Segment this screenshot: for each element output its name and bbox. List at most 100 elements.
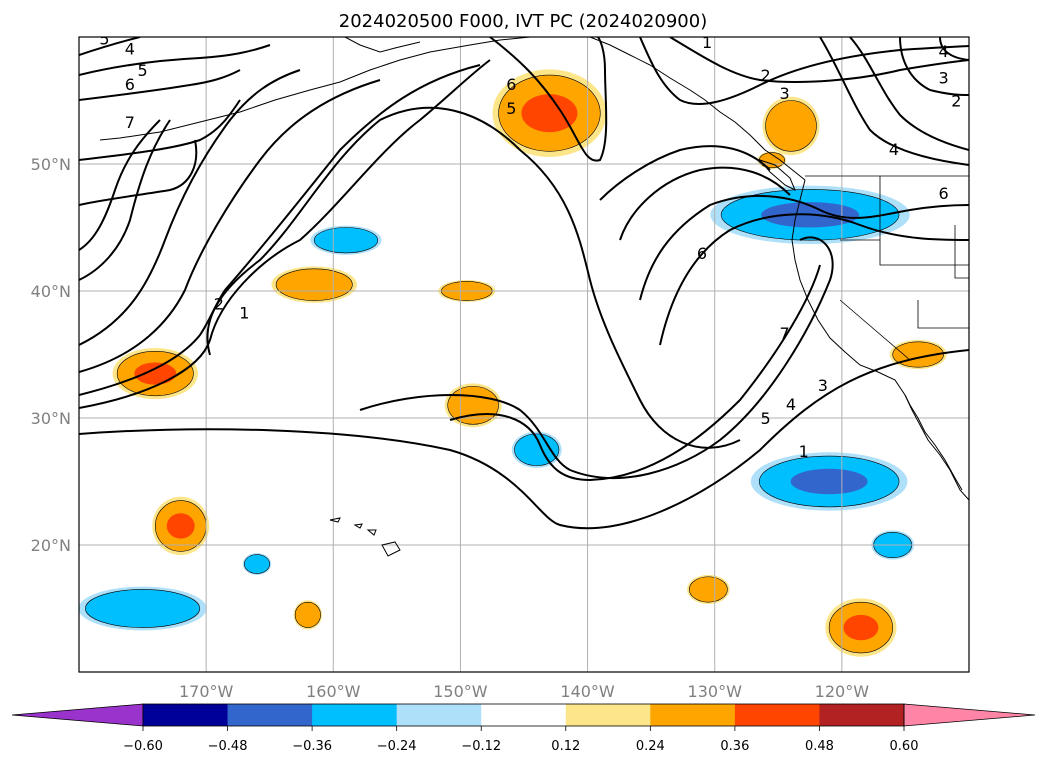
contour-coast-4 <box>659 213 969 346</box>
contour-loop-west <box>206 106 741 449</box>
orange-blob-gulf-of-alaska <box>492 69 607 158</box>
colorbar-extend-low <box>11 703 144 727</box>
contour-coast-3 <box>639 195 969 301</box>
colorbar-tick-label: 0.36 <box>720 739 749 754</box>
colorbar-tick-label: 0.24 <box>636 739 665 754</box>
orange-blob-130w-17n <box>686 574 730 605</box>
blue-blob-subtropics-west-fill <box>85 589 201 628</box>
contour-2 <box>79 59 491 409</box>
contour-west-5 <box>79 69 241 101</box>
contour-label: 1 <box>239 304 249 323</box>
colorbar-segment <box>565 704 651 726</box>
orange-blob-bc-coast <box>762 96 820 156</box>
contour-label: 4 <box>938 42 948 61</box>
contour-ne-4 <box>939 37 969 61</box>
contour-label: 5 <box>137 61 147 80</box>
contour-west-7 <box>79 37 141 56</box>
y-tick-label: 20°N <box>31 536 71 555</box>
orange-blob-162w-15n <box>293 600 323 630</box>
orange-blob-175w-33n <box>112 347 199 400</box>
contour-label: 1 <box>702 33 712 52</box>
contour-goa-2 <box>639 37 969 106</box>
contour-label: 6 <box>506 75 516 94</box>
colorbar-segment <box>481 704 567 726</box>
colorbar-frame <box>142 703 905 727</box>
blue-blob-166w-18n-fill <box>243 554 271 574</box>
colorbar: −0.60 −0.48 −0.36 −0.24 −0.12 0.12 0.24 0.36 0.4… <box>11 703 1036 754</box>
orange-blob-162w-15n-fill <box>294 601 321 628</box>
contour-coast-2 <box>619 166 791 241</box>
chart-title: 2024020500 F000, IVT PC (2024020900) <box>339 11 707 32</box>
orange-blob-160w-40n-fill <box>275 268 353 301</box>
contour-ne-2 <box>819 37 969 166</box>
contour-label: 3 <box>938 69 948 88</box>
contour-label: 5 <box>760 409 770 428</box>
contour-loop-inner <box>359 236 834 479</box>
contour-6 <box>79 79 381 373</box>
contour-label: 4 <box>889 140 899 159</box>
contour-label: 6 <box>697 244 707 263</box>
coastlines <box>99 37 969 557</box>
orange-blob-160w-40n <box>271 266 357 303</box>
blue-blob-144w-28n-fill <box>514 433 560 466</box>
contour-ne-1 <box>849 37 969 151</box>
colorbar-tick-label: −0.24 <box>377 739 417 754</box>
blue-blob-southern-california-offshore-core <box>790 468 868 495</box>
colorbar-segment <box>143 704 229 726</box>
y-tick-label: 50°N <box>31 155 71 174</box>
orange-blob-172w-22n-core <box>166 513 195 539</box>
contour-label: 4 <box>125 39 135 58</box>
blue-blob-144w-28n <box>511 431 562 469</box>
colorbar-tick-label: −0.60 <box>123 739 163 754</box>
colorbar-segment <box>227 704 313 726</box>
contour-5 <box>79 64 481 396</box>
contour-label: 2 <box>214 295 224 314</box>
contour-label: 5 <box>99 29 109 48</box>
colorbar-tick-label: 0.48 <box>805 739 834 754</box>
contour-west-1 <box>79 119 171 281</box>
orange-blob-130w-17n-fill <box>688 576 728 603</box>
gridlines <box>79 37 969 672</box>
x-tick-label: 130°W <box>688 682 743 701</box>
contour-7 <box>79 69 301 346</box>
colorbar-segment <box>650 704 736 726</box>
orange-blob-gulf-of-alaska-core <box>521 94 578 133</box>
contour-label: 3 <box>780 84 790 103</box>
colorbar-tick-label: −0.48 <box>208 739 248 754</box>
y-tick-label: 30°N <box>31 409 71 428</box>
colorbar-extend-high <box>903 703 1036 727</box>
y-tick-label: 40°N <box>31 282 71 301</box>
x-tick-label: 160°W <box>306 682 361 701</box>
contour-loop-inner2 <box>449 264 821 482</box>
contour-label: 2 <box>951 92 961 111</box>
x-tick-label: 170°W <box>179 682 234 701</box>
contour-label: 4 <box>786 395 796 414</box>
contour-label: 6 <box>125 75 135 94</box>
blue-blob-166w-18n <box>242 553 272 576</box>
contour-label: 6 <box>938 184 948 203</box>
orange-blob-149w-31n <box>444 383 502 428</box>
colorbar-segment <box>734 704 820 726</box>
contour-ne-3 <box>899 37 969 96</box>
blue-blob-north-pacific-fill <box>313 227 379 254</box>
orange-blob-118w-14n <box>825 598 897 657</box>
colorbar-tick-label: −0.12 <box>461 739 501 754</box>
colorbar-segment <box>396 704 482 726</box>
contour-goa-3 <box>669 37 969 83</box>
contour-coast-1 <box>599 145 771 201</box>
colorbar-segment <box>312 704 398 726</box>
colorbar-tick-label: −0.36 <box>292 739 332 754</box>
contour-label: 7 <box>780 324 790 343</box>
contour-west-4 <box>79 99 241 161</box>
contour-label: 5 <box>506 99 516 118</box>
borders <box>805 175 969 361</box>
contour-goa-1 <box>489 37 608 162</box>
contour-west-6 <box>79 44 271 76</box>
x-tick-label: 150°W <box>433 682 488 701</box>
contour-west-2 <box>79 119 161 251</box>
x-tick-label: 120°W <box>815 682 870 701</box>
blue-blob-southern-california-offshore <box>750 452 908 511</box>
axis-labels: 170°W 160°W 150°W 140°W 130°W 120°W 20°N 30°N 40… <box>31 155 870 701</box>
